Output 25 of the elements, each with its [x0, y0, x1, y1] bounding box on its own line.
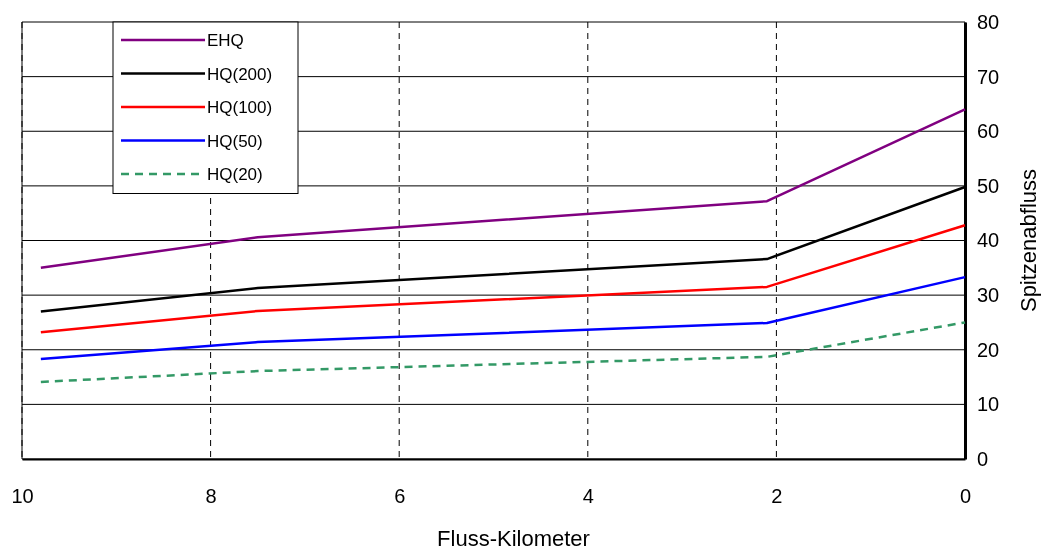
x-tick-label: 4 — [582, 485, 594, 508]
y-tick-label: 0 — [977, 447, 989, 470]
x-tick-label: 8 — [205, 485, 217, 508]
x-tick-label: 10 — [11, 485, 34, 508]
y-tick-label: 50 — [977, 174, 1000, 197]
x-tick-label: 6 — [394, 485, 406, 508]
y-tick-label: 20 — [977, 338, 1000, 361]
line-series — [39, 321, 967, 384]
y-tick-label: 40 — [977, 229, 1000, 252]
legend-label: EHQ — [207, 31, 244, 50]
x-tick-label: 0 — [959, 485, 972, 508]
y-axis-title: Spitzenabfluss — [1016, 168, 1041, 313]
y-tick-label: 30 — [977, 284, 1000, 307]
y-tick-label: 80 — [977, 10, 1000, 33]
y-tick-label: 60 — [977, 120, 1000, 143]
line-series — [39, 223, 967, 334]
legend-label: HQ(50) — [207, 131, 263, 151]
line-series — [39, 275, 967, 361]
x-tick-label: 2 — [771, 485, 783, 508]
legend-label: HQ(20) — [207, 165, 263, 184]
y-tick-label: 70 — [977, 65, 1000, 88]
x-axis-title: Fluss-Kilometer — [437, 526, 590, 551]
y-tick-label: 10 — [977, 393, 1000, 416]
legend-label: HQ(200) — [207, 64, 273, 84]
legend-label: HQ(100) — [207, 98, 273, 117]
